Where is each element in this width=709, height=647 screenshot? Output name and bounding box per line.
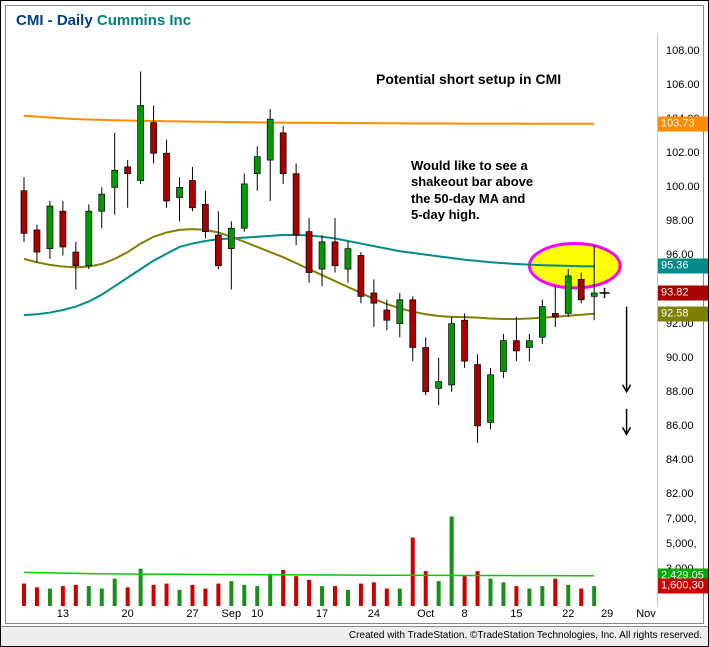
price-tick: 98.00: [666, 215, 694, 227]
price-tick: 100.00: [666, 181, 700, 193]
volume-y-axis: 3,000,5,000,7,000,2,429.051,600,30: [658, 494, 709, 606]
company-name: Cummins Inc: [97, 12, 191, 29]
x-tick: Nov: [636, 608, 656, 620]
price-tick: 84.00: [666, 454, 694, 466]
price-tick: 106.00: [666, 79, 700, 91]
volume-tick: 5,000,: [666, 538, 697, 550]
chart-window: CMI - Daily Cummins Inc 82.0084.0086.008…: [0, 0, 709, 647]
volume-chart[interactable]: [6, 494, 658, 606]
annotation-shakeout: Would like to see ashakeout bar abovethe…: [411, 158, 533, 223]
ticker-label: CMI - Daily: [16, 12, 93, 29]
price-chart[interactable]: [6, 34, 658, 494]
price-label: 103.73: [658, 116, 708, 131]
x-tick: 27: [186, 608, 198, 620]
price-tick: 102.00: [666, 147, 700, 159]
price-tick: 86.00: [666, 420, 694, 432]
x-tick: Oct: [417, 608, 434, 620]
x-tick: 22: [562, 608, 574, 620]
x-axis: 13 20 27 Sep 10 17 24 Oct 8 15 22 29 Nov: [6, 606, 658, 624]
price-tick: 90.00: [666, 352, 694, 364]
volume-tick: 7,000,: [666, 513, 697, 525]
x-tick: 8: [462, 608, 468, 620]
price-y-axis: 82.0084.0086.0088.0090.0092.0094.0096.00…: [658, 34, 709, 494]
x-tick: 24: [368, 608, 380, 620]
price-tick: 88.00: [666, 386, 694, 398]
x-tick: 15: [510, 608, 522, 620]
chart-area: CMI - Daily Cummins Inc 82.0084.0086.008…: [5, 5, 704, 624]
x-tick: 13: [57, 608, 69, 620]
price-tick: 108.00: [666, 45, 700, 57]
annotation-short-setup: Potential short setup in CMI: [376, 71, 561, 87]
x-tick: 10: [251, 608, 263, 620]
x-tick: 17: [316, 608, 328, 620]
volume-label: 1,600,30: [658, 579, 708, 594]
price-label: 95.36: [658, 259, 708, 274]
x-tick: Sep: [222, 608, 242, 620]
price-label: 92.58: [658, 306, 708, 321]
footer-credit: Created with TradeStation. ©TradeStation…: [1, 626, 708, 646]
x-tick: 29: [601, 608, 613, 620]
x-tick: 20: [122, 608, 134, 620]
price-label: 93.82: [658, 285, 708, 300]
chart-title: CMI - Daily Cummins Inc: [16, 12, 191, 29]
